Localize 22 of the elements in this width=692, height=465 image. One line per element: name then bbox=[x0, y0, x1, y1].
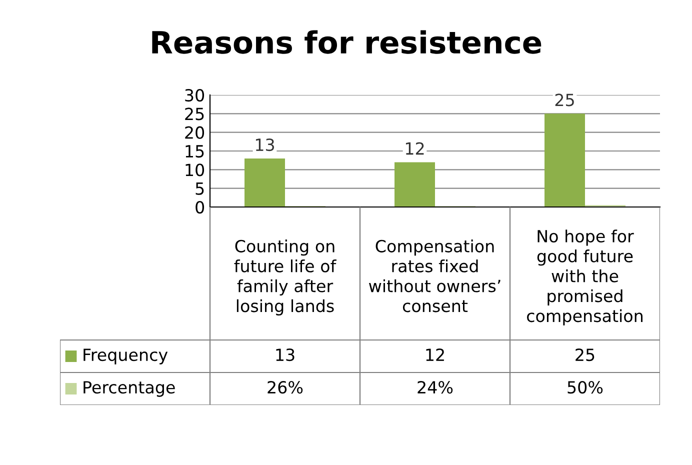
data-label: 12 bbox=[426, 348, 444, 361]
text: 12 bbox=[406, 142, 424, 155]
text: 13 bbox=[256, 138, 274, 152]
legend-label: Frequency bbox=[84, 348, 168, 364]
y-tick-label: 15 bbox=[186, 145, 204, 158]
data-label: 50% bbox=[568, 380, 603, 394]
data-label: 26% bbox=[268, 380, 303, 394]
x-tick-label: No hope for good future with the promised compensation bbox=[527, 230, 642, 326]
y-tick-label: 20 bbox=[185, 126, 204, 139]
y-tick-label: 30 bbox=[185, 88, 204, 102]
chart-title: Reasons for resistence bbox=[152, 30, 542, 54]
y-tick-label: 5 bbox=[196, 182, 204, 195]
legend-label: Percentage bbox=[84, 381, 175, 397]
data-label: 13 bbox=[276, 348, 294, 362]
data-label: 24% bbox=[418, 380, 453, 394]
y-tick-label: 0 bbox=[196, 200, 204, 214]
data-label: 25 bbox=[576, 348, 594, 362]
y-tick-label: 25 bbox=[185, 108, 204, 120]
text: 25 bbox=[555, 94, 574, 106]
x-tick-label: Compensation rates fixed without owners’ consent bbox=[368, 240, 500, 312]
y-tick-label: 10 bbox=[186, 164, 204, 176]
x-tick-label: Counting on future life of family after losing lands bbox=[234, 240, 336, 316]
